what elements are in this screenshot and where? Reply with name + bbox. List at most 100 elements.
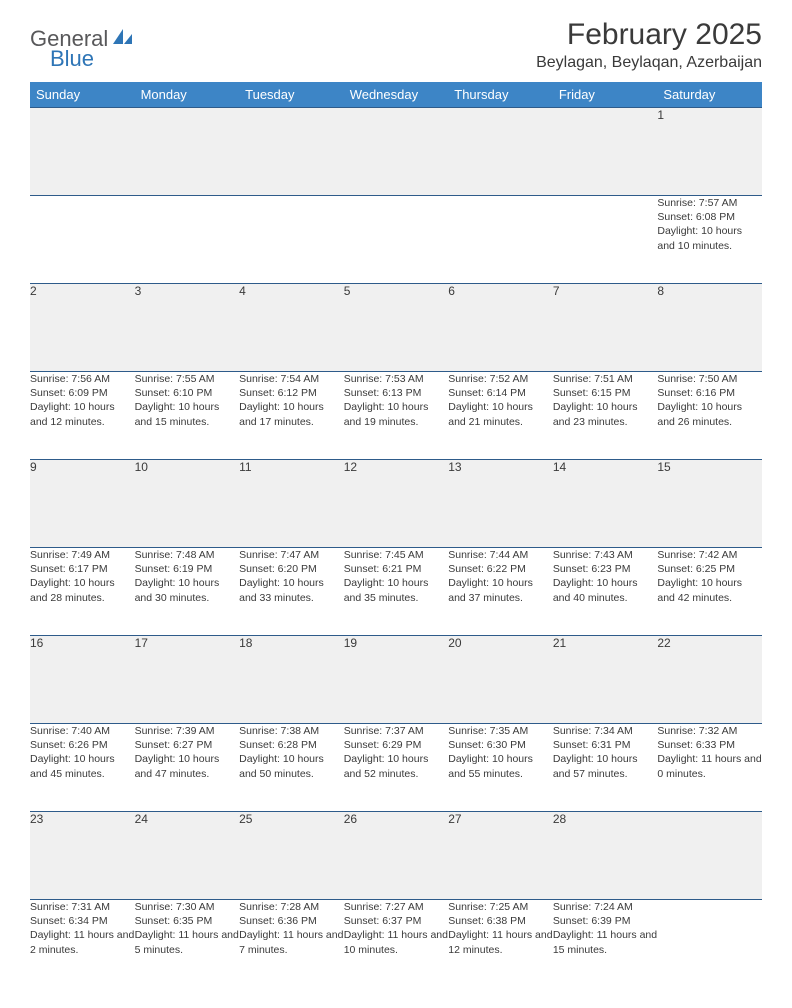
daylight-text: Daylight: 10 hours and 30 minutes. [135,576,240,604]
sunset-text: Sunset: 6:39 PM [553,914,658,928]
day-body-cell [344,196,449,284]
sunrise-text: Sunrise: 7:39 AM [135,724,240,738]
day-number-cell: 5 [344,284,449,372]
day-number-row: 232425262728 [30,812,762,900]
day-number-cell: 20 [448,636,553,724]
daylight-text: Daylight: 11 hours and 2 minutes. [30,928,135,956]
day-number-cell: 19 [344,636,449,724]
sunset-text: Sunset: 6:34 PM [30,914,135,928]
day-body-cell [30,196,135,284]
sunrise-text: Sunrise: 7:43 AM [553,548,658,562]
day-number-cell: 27 [448,812,553,900]
sunset-text: Sunset: 6:33 PM [657,738,762,752]
daylight-text: Daylight: 10 hours and 12 minutes. [30,400,135,428]
weekday-header: Monday [135,82,240,108]
day-number-cell: 14 [553,460,658,548]
sunset-text: Sunset: 6:08 PM [657,210,762,224]
location-subtitle: Beylagan, Beylaqan, Azerbaijan [536,54,762,72]
daylight-text: Daylight: 10 hours and 52 minutes. [344,752,449,780]
day-body-row: Sunrise: 7:31 AMSunset: 6:34 PMDaylight:… [30,900,762,988]
day-number-cell [239,108,344,196]
daylight-text: Daylight: 11 hours and 7 minutes. [239,928,344,956]
day-number-cell: 22 [657,636,762,724]
sunset-text: Sunset: 6:25 PM [657,562,762,576]
sunset-text: Sunset: 6:15 PM [553,386,658,400]
sunrise-text: Sunrise: 7:48 AM [135,548,240,562]
day-body-cell [657,900,762,988]
sunrise-text: Sunrise: 7:51 AM [553,372,658,386]
day-number-cell: 21 [553,636,658,724]
sunrise-text: Sunrise: 7:31 AM [30,900,135,914]
day-number-cell: 16 [30,636,135,724]
day-body-cell: Sunrise: 7:25 AMSunset: 6:38 PMDaylight:… [448,900,553,988]
day-number-cell [657,812,762,900]
day-number-cell: 23 [30,812,135,900]
day-number-cell: 6 [448,284,553,372]
sunset-text: Sunset: 6:12 PM [239,386,344,400]
day-number-cell: 7 [553,284,658,372]
sunrise-text: Sunrise: 7:40 AM [30,724,135,738]
page-header: General Blue February 2025 Beylagan, Bey… [30,18,762,72]
sunset-text: Sunset: 6:23 PM [553,562,658,576]
day-body-cell: Sunrise: 7:52 AMSunset: 6:14 PMDaylight:… [448,372,553,460]
day-body-cell: Sunrise: 7:40 AMSunset: 6:26 PMDaylight:… [30,724,135,812]
sunset-text: Sunset: 6:37 PM [344,914,449,928]
sunset-text: Sunset: 6:16 PM [657,386,762,400]
daylight-text: Daylight: 10 hours and 21 minutes. [448,400,553,428]
brand-logo: General Blue [30,18,136,52]
day-body-cell: Sunrise: 7:45 AMSunset: 6:21 PMDaylight:… [344,548,449,636]
day-number-cell: 2 [30,284,135,372]
sunset-text: Sunset: 6:10 PM [135,386,240,400]
day-body-cell: Sunrise: 7:55 AMSunset: 6:10 PMDaylight:… [135,372,240,460]
day-number-cell: 17 [135,636,240,724]
daylight-text: Daylight: 10 hours and 26 minutes. [657,400,762,428]
day-body-cell: Sunrise: 7:37 AMSunset: 6:29 PMDaylight:… [344,724,449,812]
sunrise-text: Sunrise: 7:30 AM [135,900,240,914]
day-body-cell: Sunrise: 7:24 AMSunset: 6:39 PMDaylight:… [553,900,658,988]
day-number-cell: 25 [239,812,344,900]
sunset-text: Sunset: 6:09 PM [30,386,135,400]
sunset-text: Sunset: 6:19 PM [135,562,240,576]
day-body-cell: Sunrise: 7:39 AMSunset: 6:27 PMDaylight:… [135,724,240,812]
day-number-cell: 18 [239,636,344,724]
sunset-text: Sunset: 6:17 PM [30,562,135,576]
day-number-cell: 26 [344,812,449,900]
sunrise-text: Sunrise: 7:44 AM [448,548,553,562]
day-number-cell: 15 [657,460,762,548]
day-number-cell: 3 [135,284,240,372]
sunrise-text: Sunrise: 7:32 AM [657,724,762,738]
sunrise-text: Sunrise: 7:55 AM [135,372,240,386]
sunrise-text: Sunrise: 7:50 AM [657,372,762,386]
daylight-text: Daylight: 10 hours and 40 minutes. [553,576,658,604]
title-block: February 2025 Beylagan, Beylaqan, Azerba… [536,18,762,72]
daylight-text: Daylight: 10 hours and 45 minutes. [30,752,135,780]
day-body-cell [553,196,658,284]
month-title: February 2025 [536,18,762,52]
day-body-cell: Sunrise: 7:56 AMSunset: 6:09 PMDaylight:… [30,372,135,460]
day-number-cell: 4 [239,284,344,372]
daylight-text: Daylight: 11 hours and 10 minutes. [344,928,449,956]
day-number-cell: 9 [30,460,135,548]
daylight-text: Daylight: 10 hours and 37 minutes. [448,576,553,604]
sunset-text: Sunset: 6:35 PM [135,914,240,928]
day-number-cell: 1 [657,108,762,196]
sunset-text: Sunset: 6:22 PM [448,562,553,576]
weekday-header: Sunday [30,82,135,108]
daylight-text: Daylight: 11 hours and 12 minutes. [448,928,553,956]
day-body-cell: Sunrise: 7:47 AMSunset: 6:20 PMDaylight:… [239,548,344,636]
daylight-text: Daylight: 10 hours and 19 minutes. [344,400,449,428]
daylight-text: Daylight: 10 hours and 23 minutes. [553,400,658,428]
weekday-header: Thursday [448,82,553,108]
sunrise-text: Sunrise: 7:45 AM [344,548,449,562]
calendar-page: General Blue February 2025 Beylagan, Bey… [0,0,792,1008]
day-number-cell: 12 [344,460,449,548]
sunrise-text: Sunrise: 7:47 AM [239,548,344,562]
calendar-table: Sunday Monday Tuesday Wednesday Thursday… [30,82,762,988]
sunrise-text: Sunrise: 7:53 AM [344,372,449,386]
weekday-header: Wednesday [344,82,449,108]
day-body-cell: Sunrise: 7:53 AMSunset: 6:13 PMDaylight:… [344,372,449,460]
sunset-text: Sunset: 6:26 PM [30,738,135,752]
day-body-cell [135,196,240,284]
day-body-cell: Sunrise: 7:51 AMSunset: 6:15 PMDaylight:… [553,372,658,460]
day-body-cell [448,196,553,284]
